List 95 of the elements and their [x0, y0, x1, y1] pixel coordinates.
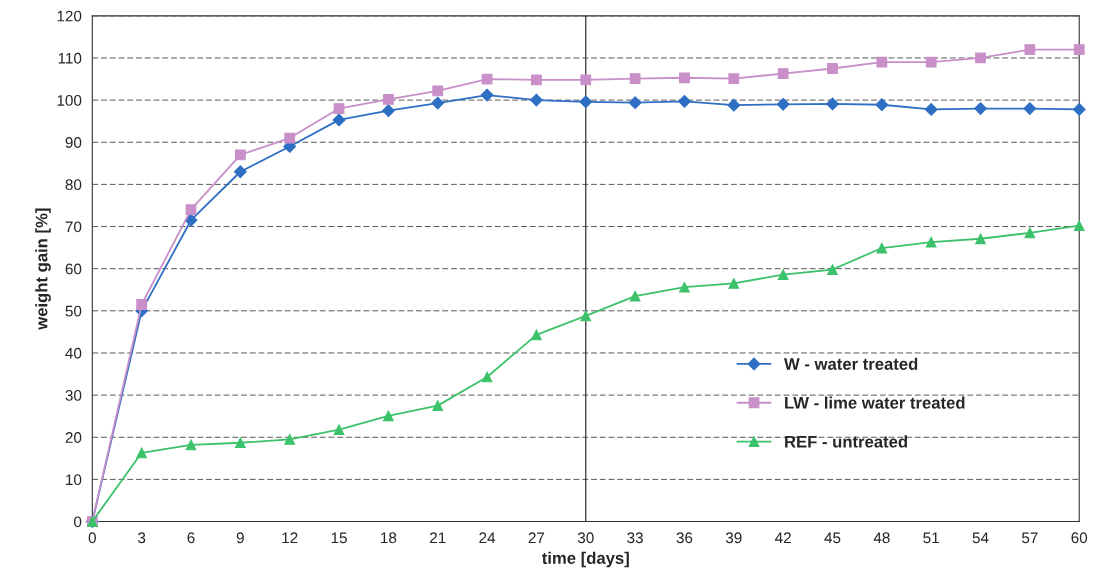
- x-tick-label: 60: [1071, 532, 1088, 544]
- point: [383, 410, 394, 422]
- point: [383, 93, 394, 105]
- point: [431, 96, 445, 110]
- point: [925, 56, 937, 68]
- y-tick-label: 70: [65, 221, 82, 233]
- x-tick-label: 48: [873, 532, 890, 544]
- x-tick-label: 36: [676, 532, 693, 544]
- x-axis-title: time [days]: [541, 551, 629, 568]
- x-tick-label: 39: [725, 532, 742, 544]
- x-tick-label: 12: [282, 532, 298, 544]
- point: [974, 102, 987, 115]
- point: [185, 439, 197, 451]
- point: [381, 104, 395, 118]
- point: [531, 74, 542, 86]
- x-tick-label: 33: [627, 532, 643, 544]
- point: [480, 88, 494, 102]
- x-tick-label: 15: [331, 532, 347, 544]
- y-tick-label: 60: [65, 263, 82, 275]
- point: [332, 113, 346, 127]
- y-tick-label: 40: [65, 347, 82, 359]
- point: [333, 424, 345, 436]
- y-tick-label: 120: [57, 10, 82, 22]
- y-axis-title: weight gain [%]: [35, 208, 51, 330]
- point: [776, 97, 790, 111]
- point: [924, 102, 938, 116]
- point: [333, 103, 345, 114]
- x-tick-label: 21: [430, 532, 446, 544]
- y-tick-label: 20: [65, 432, 82, 443]
- y-tick-label: 80: [65, 179, 82, 191]
- point: [827, 264, 838, 275]
- point: [136, 447, 148, 459]
- point: [1073, 44, 1085, 55]
- point: [284, 433, 296, 445]
- y-tick-label: 110: [58, 52, 82, 64]
- legend-label: REF - untreated: [785, 435, 907, 448]
- x-tick-label: 24: [479, 532, 496, 544]
- point: [629, 290, 641, 302]
- point: [233, 165, 247, 179]
- point: [579, 95, 593, 109]
- point: [1073, 220, 1085, 232]
- point: [234, 437, 246, 449]
- x-tick-label: 18: [381, 532, 397, 544]
- point: [826, 97, 839, 111]
- point: [777, 68, 789, 79]
- y-tick-label: 90: [65, 137, 82, 148]
- point: [925, 236, 937, 248]
- y-tick-label: 50: [65, 305, 82, 317]
- point: [1023, 102, 1037, 115]
- point: [432, 85, 444, 97]
- point: [432, 400, 444, 412]
- x-tick-label: 9: [236, 532, 244, 544]
- point: [679, 72, 690, 84]
- x-tick-label: 45: [824, 532, 841, 544]
- point: [727, 98, 741, 112]
- point: [234, 149, 246, 161]
- point: [530, 93, 543, 107]
- point: [1024, 44, 1036, 55]
- x-tick-label: 0: [88, 532, 96, 544]
- x-tick-label: 27: [528, 532, 545, 544]
- y-tick-label: 30: [65, 389, 82, 401]
- point: [975, 52, 986, 64]
- point: [876, 242, 888, 254]
- x-tick-label: 42: [775, 532, 791, 544]
- x-tick-label: 51: [923, 532, 939, 544]
- point: [628, 96, 642, 110]
- point: [629, 73, 641, 84]
- x-tick-label: 57: [1021, 532, 1038, 544]
- x-tick-label: 6: [187, 532, 195, 544]
- point: [580, 74, 592, 86]
- point: [876, 56, 888, 68]
- x-tick-label: 3: [138, 532, 146, 544]
- point: [975, 233, 986, 245]
- point: [580, 310, 592, 322]
- y-tick-label: 0: [74, 516, 82, 528]
- point: [827, 63, 838, 74]
- x-tick-label: 54: [972, 532, 989, 544]
- point: [284, 132, 296, 144]
- point: [777, 269, 789, 280]
- point: [875, 98, 889, 112]
- point: [481, 371, 493, 383]
- x-tick-label: 30: [577, 532, 594, 544]
- legend-label: LW - lime water treated: [785, 396, 965, 409]
- point: [728, 73, 740, 84]
- point: [678, 94, 691, 108]
- point: [1024, 227, 1036, 239]
- point: [728, 278, 740, 289]
- y-tick-label: 10: [66, 474, 82, 486]
- point: [185, 204, 197, 216]
- point: [1072, 102, 1086, 116]
- point: [136, 299, 148, 310]
- point: [531, 329, 542, 341]
- legend-label: W - water treated: [784, 357, 918, 370]
- point: [679, 281, 690, 293]
- y-tick-label: 100: [57, 94, 82, 106]
